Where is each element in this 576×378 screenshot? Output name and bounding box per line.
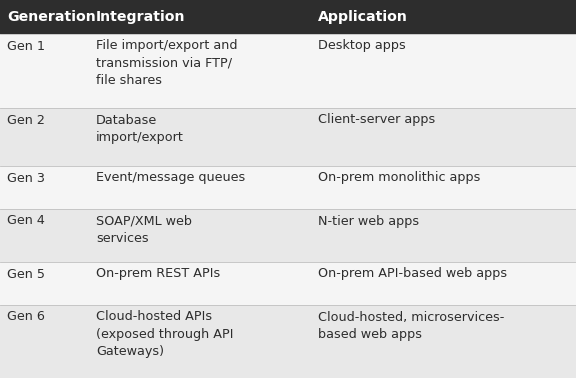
Text: Application: Application [318, 10, 408, 24]
Text: Gen 1: Gen 1 [7, 39, 45, 53]
Bar [0, 34, 576, 108]
Text: On-prem monolithic apps: On-prem monolithic apps [318, 172, 480, 184]
Text: SOAP/XML web
services: SOAP/XML web services [96, 214, 192, 245]
Bar [0, 209, 576, 262]
Text: N-tier web apps: N-tier web apps [318, 214, 419, 228]
Bar [311, 0, 576, 34]
Text: Integration: Integration [96, 10, 185, 24]
Text: On-prem API-based web apps: On-prem API-based web apps [318, 268, 507, 280]
Text: File import/export and
transmission via FTP/
file shares: File import/export and transmission via … [96, 39, 238, 87]
Text: Generation: Generation [7, 10, 96, 24]
Text: Gen 5: Gen 5 [7, 268, 45, 280]
Bar [0, 305, 576, 378]
Text: Gen 2: Gen 2 [7, 113, 45, 127]
Text: Event/message queues: Event/message queues [96, 172, 245, 184]
Text: Database
import/export: Database import/export [96, 113, 184, 144]
Text: Cloud-hosted, microservices-
based web apps: Cloud-hosted, microservices- based web a… [318, 310, 505, 341]
Bar [0, 166, 576, 209]
Bar [89, 0, 311, 34]
Text: On-prem REST APIs: On-prem REST APIs [96, 268, 221, 280]
Text: Desktop apps: Desktop apps [318, 39, 406, 53]
Text: Client-server apps: Client-server apps [318, 113, 435, 127]
Text: Gen 3: Gen 3 [7, 172, 45, 184]
Text: Cloud-hosted APIs
(exposed through API
Gateways): Cloud-hosted APIs (exposed through API G… [96, 310, 234, 358]
Bar [0, 108, 576, 166]
Text: Gen 4: Gen 4 [7, 214, 45, 228]
Bar [0, 0, 89, 34]
Text: Gen 6: Gen 6 [7, 310, 45, 324]
Bar [0, 262, 576, 305]
